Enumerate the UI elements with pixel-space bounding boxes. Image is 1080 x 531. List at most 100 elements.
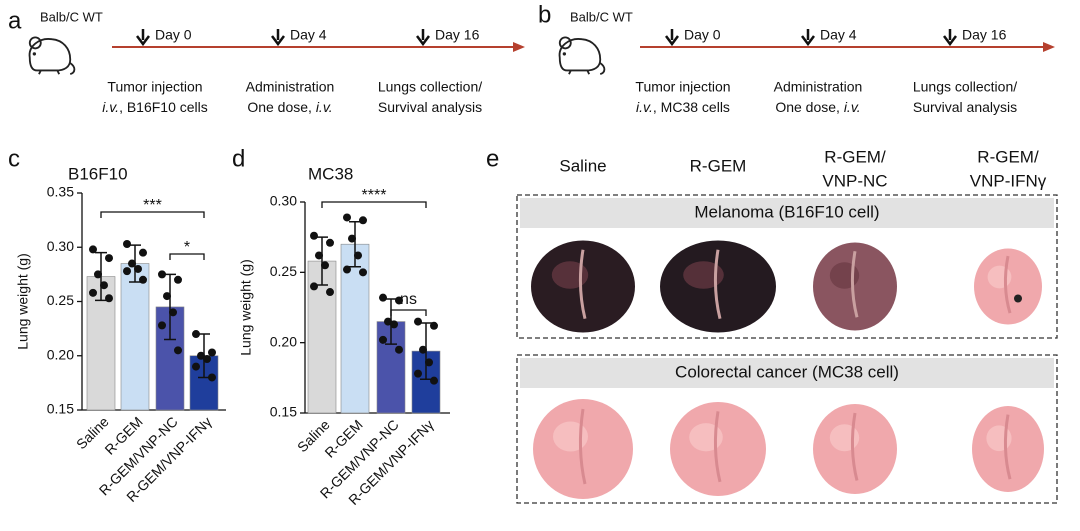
significance-bracket [321, 201, 427, 208]
data-point [310, 231, 318, 240]
row-header-band [520, 358, 1054, 388]
event-text: i.v. [102, 99, 119, 115]
significance-bracket [390, 309, 427, 316]
data-point [203, 355, 211, 364]
data-point [123, 239, 131, 248]
lung-highlight [683, 261, 724, 289]
data-point [395, 296, 403, 305]
lung-lobe-line [578, 408, 587, 485]
column-header: R-GEM/ [824, 147, 886, 166]
mouse-icon [558, 36, 606, 76]
event-text: One dose, [247, 99, 316, 115]
lung-highlight [551, 261, 589, 289]
lung-lobe-line [850, 251, 859, 318]
day-label: Day 0 [684, 27, 721, 43]
strain-label: Balb/C WT [40, 9, 103, 24]
data-point [414, 369, 422, 378]
data-point [100, 281, 108, 290]
chart-title: B16F10 [68, 164, 128, 183]
lung-lobe-line [1003, 414, 1012, 480]
data-point [123, 267, 131, 276]
event-label: Administration [246, 79, 335, 95]
lung-lobe-line [850, 412, 859, 481]
event-label: Survival analysis [913, 99, 1017, 115]
panel-letter: c [8, 145, 20, 172]
data-point [430, 321, 438, 330]
event-text: i.v. [636, 99, 653, 115]
event-label: One dose, i.v. [775, 99, 860, 115]
lung-photo [974, 248, 1042, 325]
day-label: Day 16 [962, 27, 1007, 43]
data-point [134, 264, 142, 273]
data-point [169, 308, 177, 317]
significance-label: ns [400, 291, 417, 308]
data-point [419, 345, 427, 354]
error-bar [349, 220, 361, 268]
data-point [379, 293, 387, 302]
row-header: Colorectal cancer (MC38 cell) [675, 362, 899, 381]
timeline-arrowhead [1043, 42, 1055, 52]
significance-bracket [100, 211, 205, 218]
lung-photo [972, 406, 1044, 492]
lung-lobe-line [1003, 255, 1012, 314]
lung-photo [533, 399, 633, 499]
timeline-arrowhead [513, 42, 525, 52]
data-point [128, 259, 136, 268]
data-point [326, 238, 334, 247]
column-header: VNP-IFNγ [970, 171, 1047, 190]
data-point [139, 248, 147, 257]
y-tick-label: 0.15 [270, 404, 297, 420]
data-point [354, 251, 362, 260]
event-text: , MC38 cells [653, 99, 730, 115]
lung-photo [660, 240, 776, 333]
panel-letter: d [232, 145, 245, 172]
data-point [343, 265, 351, 274]
data-point [197, 351, 205, 360]
data-point [384, 317, 392, 326]
significance-label: * [184, 239, 190, 256]
bar [120, 263, 150, 411]
error-bar [316, 236, 328, 286]
data-point [105, 254, 113, 263]
event-label: i.v., B16F10 cells [102, 99, 208, 115]
data-point [192, 330, 200, 339]
day-arrow [801, 29, 815, 47]
mouse-icon [28, 36, 76, 76]
row-header: Melanoma (B16F10 cell) [694, 202, 879, 221]
data-point [359, 268, 367, 277]
strain-label: Balb/C WT [570, 9, 633, 24]
y-tick-label: 0.15 [47, 401, 74, 417]
lung-highlight [553, 421, 588, 452]
data-point [390, 320, 398, 329]
data-point [326, 288, 334, 297]
event-text: Survival analysis [378, 99, 482, 115]
data-point [430, 376, 438, 385]
lung-lobe-line [578, 249, 587, 320]
event-label: Administration [774, 79, 863, 95]
chart-title: MC38 [308, 164, 353, 183]
significance-bracket [169, 253, 205, 260]
event-label: Survival analysis [378, 99, 482, 115]
event-text: One dose, [775, 99, 844, 115]
data-point [395, 345, 403, 354]
lung-lobe-line [713, 249, 722, 320]
data-point [379, 335, 387, 344]
data-point [89, 288, 97, 297]
data-point [315, 251, 323, 260]
day-label: Day 4 [820, 27, 857, 43]
event-text: Survival analysis [913, 99, 1017, 115]
y-tick-label: 0.25 [47, 292, 74, 308]
column-header: R-GEM [690, 156, 747, 175]
row-header-band [520, 198, 1054, 228]
data-point [94, 270, 102, 279]
data-point [192, 362, 200, 371]
data-point [163, 292, 171, 301]
event-label: One dose, i.v. [247, 99, 332, 115]
data-point [208, 348, 216, 357]
lung-highlight [987, 265, 1012, 289]
y-tick-label: 0.30 [270, 193, 297, 209]
column-header: R-GEM/ [977, 147, 1039, 166]
data-point [158, 270, 166, 279]
data-point [174, 346, 182, 355]
lung-lobe-line [713, 411, 722, 483]
